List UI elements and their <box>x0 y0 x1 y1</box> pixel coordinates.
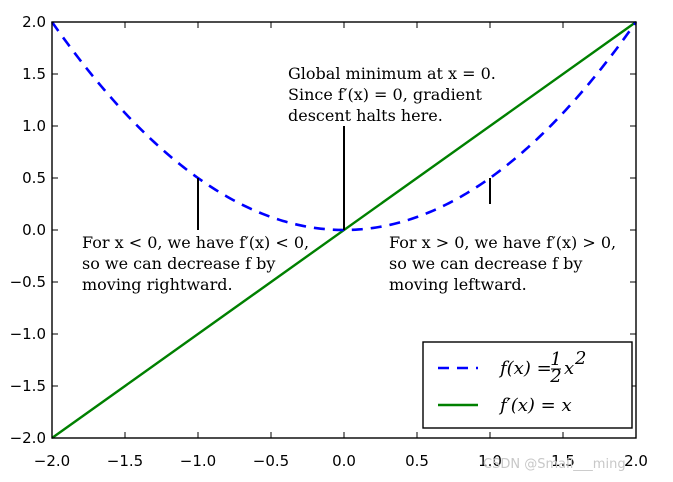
x-tick-label: 0.5 <box>405 452 429 470</box>
annotation-left-line-3: moving rightward. <box>82 275 233 294</box>
annotation-left-line-2: so we can decrease f by <box>82 254 275 273</box>
legend-frac-den: 2 <box>549 366 561 387</box>
legend-label-sup: 2 <box>574 348 586 369</box>
annotation-right-line-2: so we can decrease f by <box>389 254 582 273</box>
annotation-left-line-1: For x < 0, we have f′(x) < 0, <box>82 233 309 252</box>
legend-frac-num: 1 <box>550 349 561 370</box>
annotation-right-line-3: moving leftward. <box>389 275 527 294</box>
y-tick-label: −1.0 <box>10 325 46 343</box>
annotation-right-line-1: For x > 0, we have f′(x) > 0, <box>389 233 616 252</box>
x-tick-label: −1.5 <box>107 452 143 470</box>
x-tick-label: 1.5 <box>551 452 575 470</box>
x-tick-label: −0.5 <box>253 452 289 470</box>
x-tick-label: −2.0 <box>34 452 70 470</box>
axis-ticks <box>51 21 637 439</box>
x-tick-label: −1.0 <box>180 452 216 470</box>
annotation-center-line-2: Since f′(x) = 0, gradient <box>288 85 482 104</box>
legend-label-x: x <box>564 358 574 379</box>
y-tick-label: 0.0 <box>22 221 46 239</box>
y-tick-label: −2.0 <box>10 429 46 447</box>
y-tick-label: 1.0 <box>22 117 46 135</box>
y-tick-label: 0.5 <box>22 169 46 187</box>
legend: f(x) = 1 2 x 2 f′(x) = x <box>422 341 633 429</box>
x-tick-label: 2.0 <box>624 452 648 470</box>
y-tick-label: −1.5 <box>10 377 46 395</box>
annotation-center-line-1: Global minimum at x = 0. <box>288 64 496 83</box>
annotation-center-line-3: descent halts here. <box>288 106 443 125</box>
y-tick-label: 1.5 <box>22 65 46 83</box>
y-tick-label: −0.5 <box>10 273 46 291</box>
annotation-arrows <box>197 126 491 230</box>
series-curve-f <box>50 21 638 232</box>
y-tick-label: 2.0 <box>22 13 46 31</box>
legend-box <box>422 341 633 429</box>
watermark: CSDN @Small___ming <box>483 457 626 472</box>
legend-label-f: f(x) = <box>498 358 552 379</box>
x-tick-label: 1.0 <box>478 452 502 470</box>
x-tick-label: 0.0 <box>332 452 356 470</box>
legend-label-fprime: f′(x) = x <box>498 395 572 416</box>
